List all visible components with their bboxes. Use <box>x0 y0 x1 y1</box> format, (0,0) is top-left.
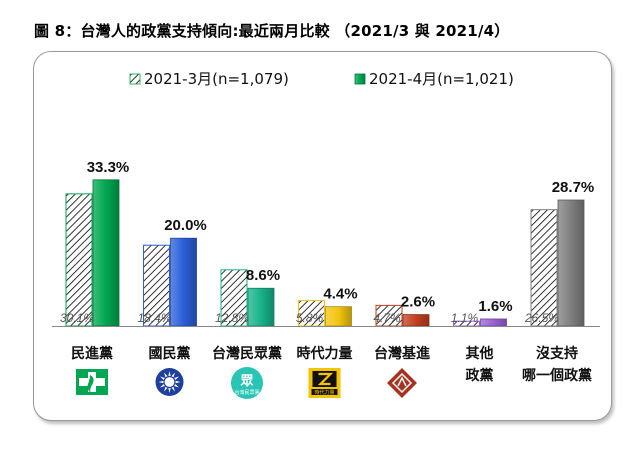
data-label-2021-04-3: 4.4% <box>323 286 357 303</box>
category-label-2-0: 台灣民眾黨 <box>212 345 282 362</box>
category-label-5-0: 其他 <box>466 345 494 362</box>
data-label-2021-04-1: 20.0% <box>164 217 207 234</box>
data-label-2021-03-2: 12.8% <box>215 311 249 325</box>
npp-logo-icon: 時代力量 <box>308 368 341 398</box>
legend-label-1: 2021-4月(n=1,021) <box>369 70 514 88</box>
bar-2021-04-6 <box>557 199 585 327</box>
bar-2021-04-4 <box>402 314 430 327</box>
kmt-logo-icon <box>155 368 184 396</box>
category-label-1-0: 國民黨 <box>149 345 191 362</box>
bar-2021-03-2 <box>220 269 248 327</box>
category-label-6-0: 沒支持 <box>536 345 578 362</box>
bar-2021-04-3 <box>325 306 352 327</box>
category-label-6-1: 哪一個政黨 <box>522 367 592 384</box>
category-label-3-0: 時代力量 <box>297 345 353 362</box>
data-label-2021-03-4: 4.7% <box>373 311 401 325</box>
category-label-0-0: 民進黨 <box>71 345 113 362</box>
figure-title: 圖 8：台灣人的政黨支持傾向:最近兩月比較 （2021/3 與 2021/4） <box>34 22 510 40</box>
data-label-2021-03-5: 1.1% <box>451 311 479 325</box>
data-label-2021-04-0: 33.3% <box>87 159 130 176</box>
tsp-logo-icon <box>387 368 417 398</box>
tpp-logo-text: 台灣民眾黨 <box>234 389 259 396</box>
bar-2021-04-0 <box>92 179 120 327</box>
legend-label-0: 2021-3月(n=1,079) <box>144 70 289 88</box>
bar-2021-04-5 <box>480 318 507 327</box>
dpp-logo-icon <box>76 369 108 395</box>
category-label-4-0: 台灣基進 <box>374 345 430 362</box>
data-label-2021-04-5: 1.6% <box>478 298 512 315</box>
data-label-2021-03-6: 26.5% <box>524 311 559 325</box>
bar-2021-03-6 <box>530 209 558 327</box>
data-label-2021-03-1: 18.4% <box>137 311 171 325</box>
category-label-5-1: 政黨 <box>466 367 494 384</box>
data-label-2021-04-2: 8.6% <box>246 267 280 284</box>
chart-frame <box>33 51 612 421</box>
bar-2021-04-2 <box>247 287 275 327</box>
legend-swatch-1 <box>354 73 366 85</box>
data-label-2021-03-0: 30.1% <box>60 311 94 325</box>
legend-swatch-0 <box>129 73 141 85</box>
bar-2021-04-1 <box>170 237 197 327</box>
data-label-2021-04-4: 2.6% <box>401 294 435 311</box>
data-label-2021-03-3: 5.8% <box>296 311 324 325</box>
tpp-logo-mark: 眾 <box>239 374 253 389</box>
bar-2021-03-3 <box>298 300 325 327</box>
bar-2021-03-0 <box>65 193 93 327</box>
npp-logo-text: 時代力量 <box>314 389 334 396</box>
data-label-2021-04-6: 28.7% <box>552 179 595 196</box>
